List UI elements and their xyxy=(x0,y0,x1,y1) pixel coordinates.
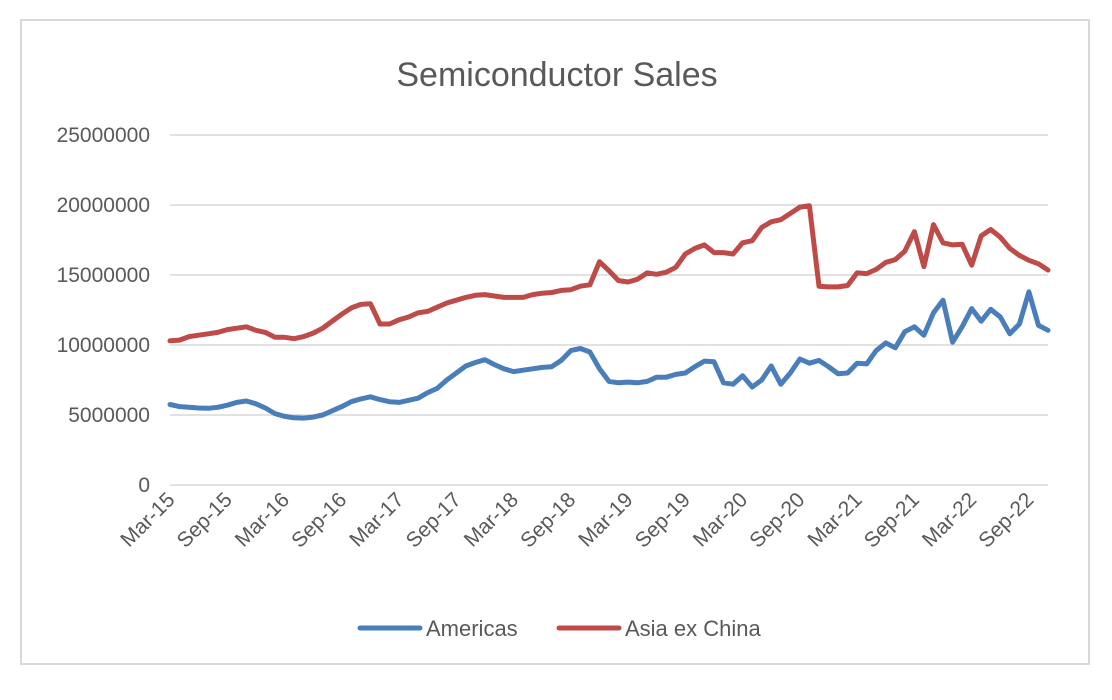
legend-label: Asia ex China xyxy=(625,616,762,641)
x-tick-label: Mar-20 xyxy=(689,488,752,551)
x-tick-label: Mar-16 xyxy=(231,488,294,551)
y-tick-label: 15000000 xyxy=(57,264,150,287)
x-tick-label: Mar-18 xyxy=(460,488,523,551)
x-tick-label: Mar-19 xyxy=(574,488,637,551)
x-tick-label: Sep-16 xyxy=(287,488,351,552)
legend: Americas Asia ex China xyxy=(357,616,762,641)
x-tick-label: Mar-15 xyxy=(116,488,179,551)
series-lines xyxy=(167,203,1051,421)
x-tick-label: Sep-22 xyxy=(974,488,1038,552)
x-tick-label: Sep-15 xyxy=(173,488,237,552)
chart-frame: Semiconductor Sales 0 5000000 10000000 1500… xyxy=(20,19,1090,665)
chart-title: Semiconductor Sales xyxy=(396,56,717,94)
y-tick-label: 25000000 xyxy=(57,124,150,147)
y-tick-label: 0 xyxy=(138,474,150,497)
y-tick-label: 5000000 xyxy=(68,404,150,427)
x-axis-ticks: Mar-15Sep-15Mar-16Sep-16Mar-17Sep-17Mar-… xyxy=(116,488,1038,552)
y-tick-label: 10000000 xyxy=(57,334,150,357)
x-tick-label: Sep-19 xyxy=(631,488,695,552)
x-tick-label: Sep-20 xyxy=(745,488,809,552)
semiconductor-sales-chart: Semiconductor Sales 0 5000000 10000000 1500… xyxy=(57,56,1051,641)
x-tick-label: Sep-17 xyxy=(402,488,466,552)
legend-label: Americas xyxy=(426,616,518,641)
y-tick-label: 20000000 xyxy=(57,194,150,217)
series-line-asia-ex-china xyxy=(167,203,1051,344)
x-tick-label: Mar-17 xyxy=(345,488,408,551)
x-tick-label: Sep-21 xyxy=(860,488,924,552)
y-axis-ticks: 0 5000000 10000000 15000000 20000000 25000000 xyxy=(57,124,150,497)
series-line-americas xyxy=(167,289,1051,421)
gridlines xyxy=(170,134,1048,486)
x-tick-label: Mar-21 xyxy=(803,488,866,551)
x-tick-label: Sep-18 xyxy=(516,488,580,552)
x-tick-label: Mar-22 xyxy=(918,488,981,551)
